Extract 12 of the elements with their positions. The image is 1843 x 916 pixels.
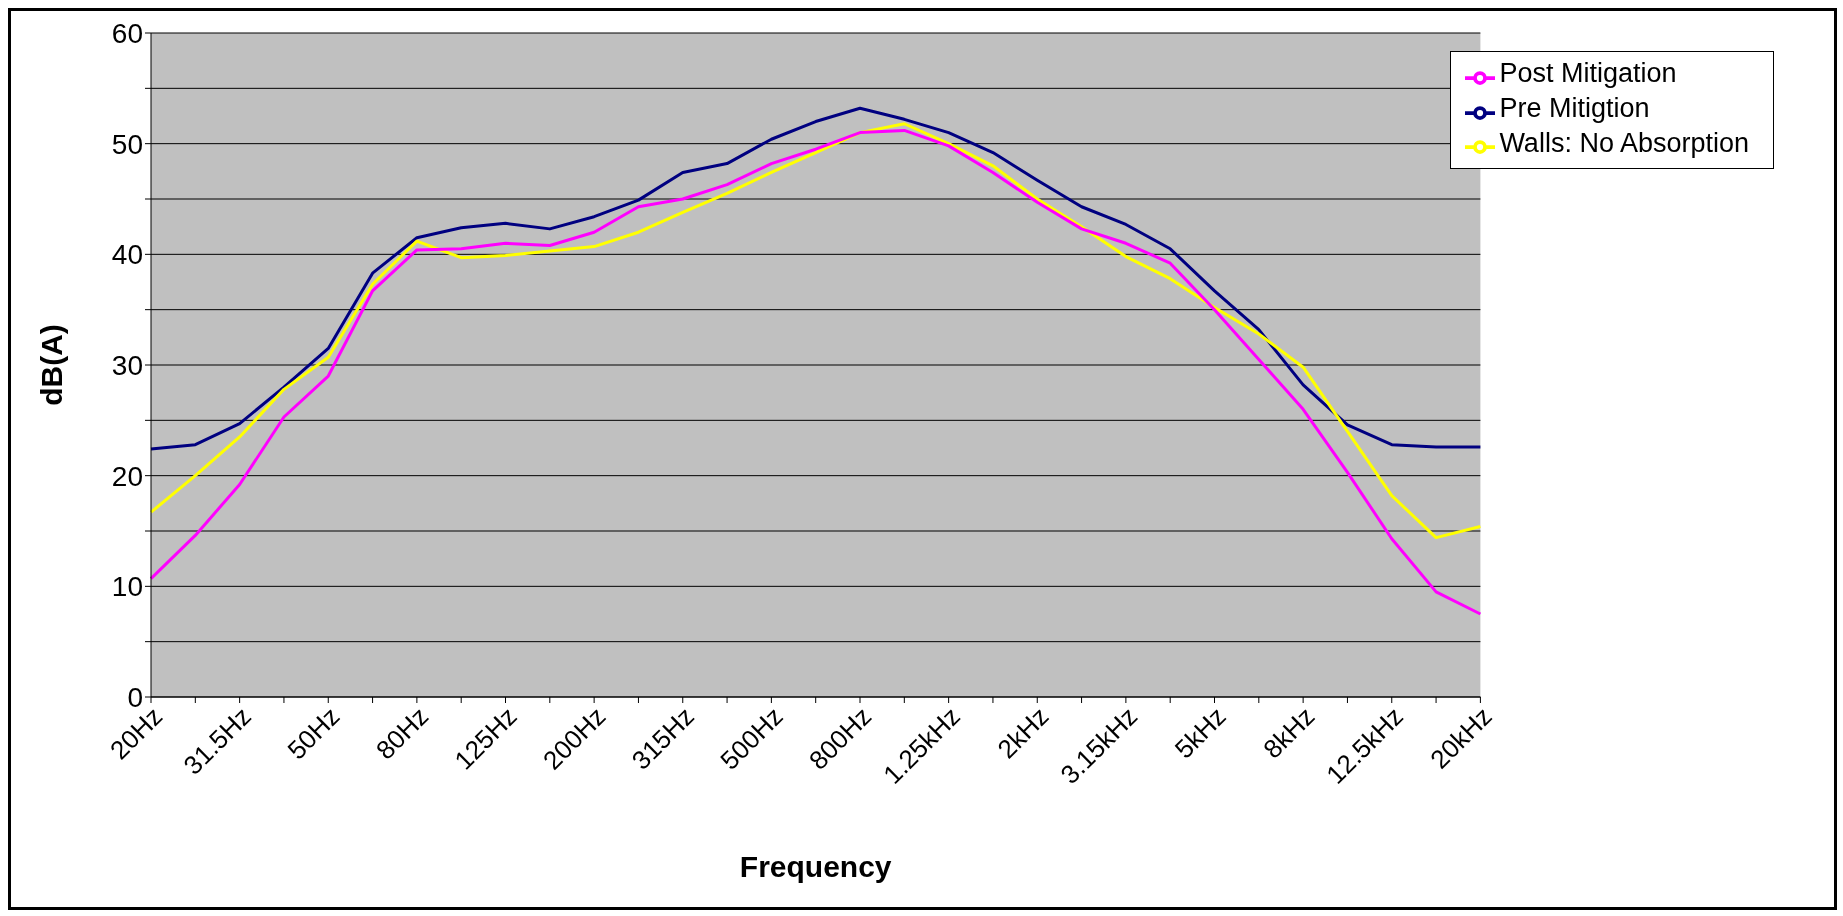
y-tick-label: 60	[111, 17, 143, 49]
y-tick-label: 40	[111, 239, 143, 271]
legend-label: Pre Mitigtion	[1499, 92, 1650, 123]
y-axis-title: dB(A)	[34, 324, 68, 406]
y-tick-label: 30	[111, 349, 143, 381]
legend-label: Post Mitigation	[1499, 58, 1677, 88]
legend-label: Walls: No Absorption	[1499, 127, 1749, 158]
y-tick-label: 50	[111, 128, 143, 160]
y-tick-label: 20	[111, 460, 143, 492]
y-tick-label: 10	[111, 571, 143, 603]
y-tick-label: 0	[127, 681, 143, 713]
x-axis-title: Frequency	[739, 850, 892, 883]
